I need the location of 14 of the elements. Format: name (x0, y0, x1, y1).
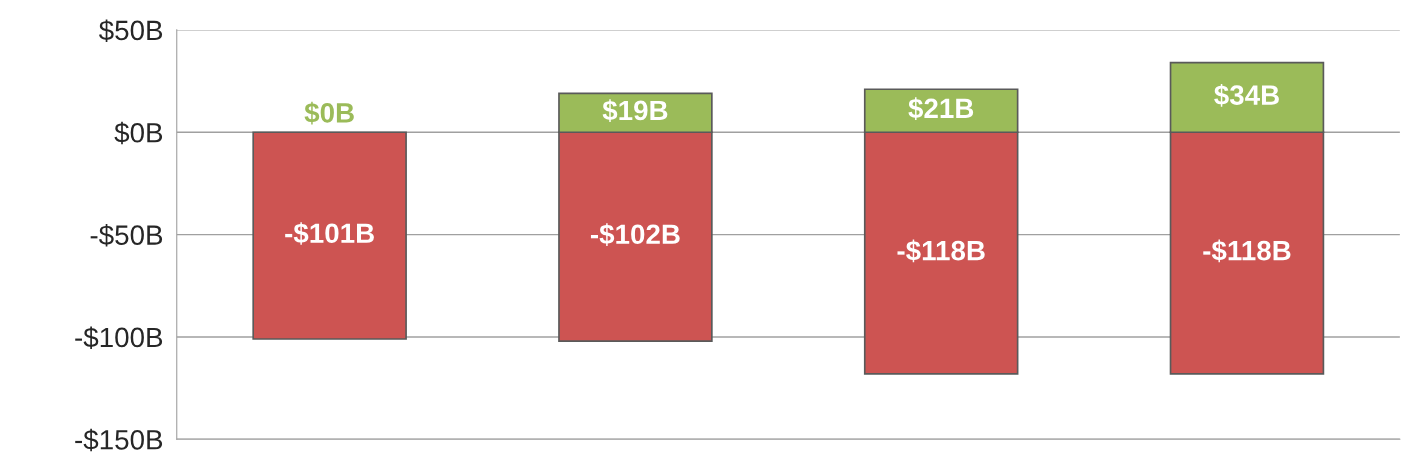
data-label: -$102B (590, 223, 680, 246)
data-label: $0B (304, 101, 354, 125)
y-tick-label: -$50B (90, 224, 163, 247)
y-tick-label: $50B (98, 19, 163, 42)
data-label: -$118B (897, 239, 985, 263)
data-label: -$118B (1203, 239, 1291, 263)
data-label: -$101B (285, 222, 374, 245)
bar (252, 131, 407, 340)
data-label: $19B (602, 99, 668, 123)
y-tick-label: $0B (114, 121, 163, 145)
y-tick-label: -$150B (75, 428, 163, 452)
y-tick-label: -$100B (75, 326, 163, 349)
data-label: $34B (1214, 84, 1279, 107)
data-label: $21B (908, 97, 974, 120)
